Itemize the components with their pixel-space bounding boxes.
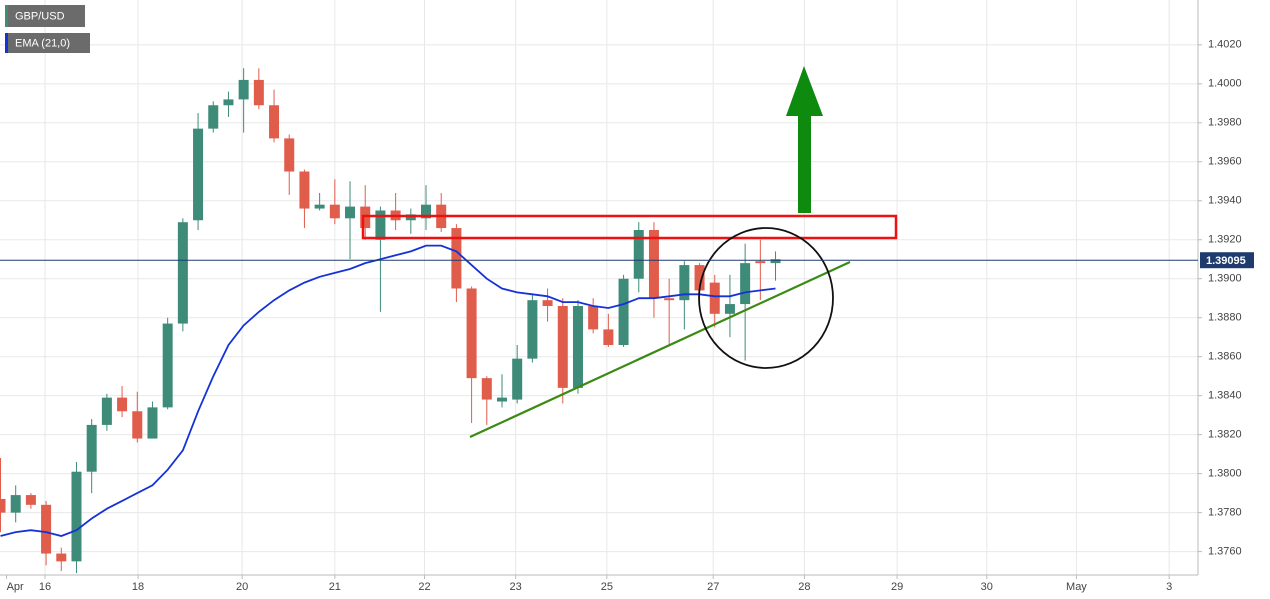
legend-box (5, 5, 85, 27)
legend-swatch (5, 5, 8, 27)
candle-body (421, 204, 432, 219)
candle-body (633, 230, 644, 279)
y-tick-label: 1.3940 (1208, 195, 1242, 207)
x-tick-label: 29 (891, 581, 903, 593)
x-tick-label: 3 (1166, 581, 1172, 593)
y-tick-label: 1.4000 (1208, 78, 1242, 90)
x-tick-label: 30 (981, 581, 993, 593)
arrow-shaft (798, 115, 811, 213)
trendline (469, 261, 851, 438)
y-tick-label: 1.3920 (1208, 234, 1242, 246)
y-tick-label: 1.4020 (1208, 39, 1242, 51)
legend-swatch (5, 33, 8, 53)
candle-body (481, 378, 492, 400)
candle-body (238, 79, 249, 100)
legend-box (5, 33, 90, 53)
y-tick-label: 1.3800 (1208, 468, 1242, 480)
candle-body (177, 222, 188, 324)
candle-body (0, 498, 6, 513)
candle-body (299, 171, 310, 209)
price-label-box (1200, 252, 1254, 269)
price-label: 1.39095 (1206, 255, 1246, 267)
candle-body (572, 306, 583, 388)
y-tick-label: 1.3980 (1208, 117, 1242, 129)
x-tick-label: Apr (7, 581, 24, 593)
candle-body (709, 282, 720, 314)
candle-body (466, 288, 477, 379)
candle-body (329, 204, 340, 219)
candle-body (223, 99, 234, 106)
y-tick-label: 1.3900 (1208, 273, 1242, 285)
candle-body (527, 300, 538, 359)
y-tick-label: 1.3840 (1208, 390, 1242, 402)
candle-body (451, 228, 462, 289)
ema-line (0, 244, 776, 537)
candle-body (724, 304, 735, 314)
candle-body (41, 504, 52, 554)
x-tick-label: 23 (510, 581, 522, 593)
legend: GBP/USD EMA (21,0) (5, 5, 90, 53)
candle-body (71, 471, 82, 562)
candle-body (253, 79, 264, 106)
candle-body (86, 424, 97, 472)
candle-body (10, 495, 21, 513)
candle-body (557, 306, 568, 388)
candle-body (618, 278, 629, 345)
x-tick-label: 28 (798, 581, 810, 593)
candle-body (162, 323, 173, 408)
candle-body (147, 407, 158, 439)
y-tick-label: 1.3820 (1208, 429, 1242, 441)
candle-body (648, 230, 659, 299)
candle-body (405, 214, 416, 221)
candle-body (512, 358, 523, 400)
x-tick-label: 25 (601, 581, 613, 593)
candle-body (132, 411, 143, 439)
x-tick-label: 21 (329, 581, 341, 593)
highlight-circle (698, 227, 834, 369)
candle-body (25, 495, 36, 505)
y-tick-label: 1.3960 (1208, 156, 1242, 168)
y-tick-label: 1.3760 (1208, 546, 1242, 558)
candle-body (345, 206, 356, 219)
candle-body (208, 105, 219, 129)
candle-body (694, 265, 705, 291)
plot (0, 68, 781, 574)
candle-body (101, 397, 112, 425)
candle-body (679, 265, 690, 301)
legend-label: GBP/USD (15, 10, 65, 22)
candle-body (375, 210, 386, 240)
candle-body (755, 261, 766, 264)
candle-body (360, 206, 371, 229)
x-tick-label: 27 (707, 581, 719, 593)
candle-body (603, 329, 614, 345)
resistance-zone (361, 214, 898, 240)
candle-body (664, 298, 675, 301)
candle-body (117, 397, 128, 412)
candle-body (56, 553, 67, 562)
candle-body (284, 138, 295, 172)
candle-body (542, 300, 553, 307)
y-tick-label: 1.3860 (1208, 351, 1242, 363)
candle-body (740, 263, 751, 305)
candle-body (269, 105, 280, 139)
x-tick-label: 20 (236, 581, 248, 593)
y-tick-label: 1.3780 (1208, 507, 1242, 519)
candle-body (193, 128, 204, 221)
x-tick-label: May (1066, 581, 1087, 593)
x-tick-label: 22 (418, 581, 430, 593)
legend-label: EMA (21,0) (15, 37, 70, 49)
arrow-head (786, 66, 823, 116)
grid (0, 0, 1202, 579)
x-tick-label: 18 (132, 581, 144, 593)
candle-body (770, 259, 781, 264)
y-tick-label: 1.3880 (1208, 312, 1242, 324)
candle-body (496, 397, 507, 402)
candle-body (588, 306, 599, 330)
x-tick-label: 16 (39, 581, 51, 593)
candle-body (314, 204, 325, 209)
